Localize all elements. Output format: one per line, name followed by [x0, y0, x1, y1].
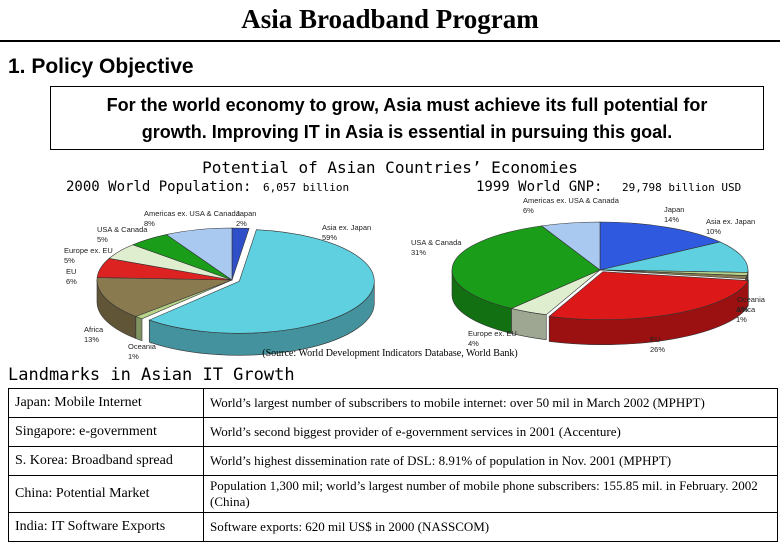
- slice-pct-usa-canada: 5%: [97, 235, 108, 244]
- slice-label-americas-ex-usa-canada: Americas ex. USA & Canada: [523, 196, 620, 205]
- slice-label-oceania: Oceania: [128, 342, 157, 351]
- table-cell-fact: World’s highest dissemination rate of DS…: [204, 447, 778, 476]
- landmarks-title: Landmarks in Asian IT Growth: [8, 365, 295, 385]
- charts-heading: Potential of Asian Countries’ Economies: [202, 158, 578, 177]
- slice-pct-europe-ex-eu: 4%: [468, 339, 479, 348]
- title-divider: [0, 40, 780, 42]
- table-cell-country: S. Korea: Broadband spread: [9, 447, 204, 476]
- slice-pct-japan: 2%: [236, 219, 247, 228]
- slice-pct-japan: 14%: [664, 215, 679, 224]
- table-row: Japan: Mobile Internet World’s largest n…: [9, 389, 778, 418]
- table-row: China: Potential Market Population 1,300…: [9, 476, 778, 513]
- slice-pct-africa: 13%: [84, 335, 99, 344]
- page-title: Asia Broadband Program: [0, 4, 780, 35]
- table-cell-fact: World’s second biggest provider of e-gov…: [204, 418, 778, 447]
- slice-pct-oceania: 1%: [128, 352, 139, 361]
- table-cell-fact: World’s largest number of subscribers to…: [204, 389, 778, 418]
- slice-pct-eu: 6%: [66, 277, 77, 286]
- slice-label-europe-ex-eu: Europe ex. EU: [64, 246, 113, 255]
- slice-label-americas-ex-usa-canada: Americas ex. USA & Canada: [144, 209, 241, 218]
- charts-area: Potential of Asian Countries’ Economies …: [0, 152, 780, 367]
- slice-label-usa-canada: USA & Canada: [97, 225, 148, 234]
- table-cell-country: Japan: Mobile Internet: [9, 389, 204, 418]
- table-cell-country: Singapore: e-government: [9, 418, 204, 447]
- objective-line-2: growth. Improving IT in Asia is essentia…: [59, 119, 755, 146]
- slice-pct-asia-ex-japan: 59%: [322, 233, 337, 242]
- slice-pct-americas-ex-usa-canada: 6%: [523, 206, 534, 215]
- table-cell-country: India: IT Software Exports: [9, 513, 204, 542]
- slice-pct-asia-ex-japan: 10%: [706, 227, 721, 236]
- table-cell-fact: Population 1,300 mil; world’s largest nu…: [204, 476, 778, 513]
- table-cell-country: China: Potential Market: [9, 476, 204, 513]
- table-row: India: IT Software Exports Software expo…: [9, 513, 778, 542]
- table-cell-fact: Software exports: 620 mil US$ in 2000 (N…: [204, 513, 778, 542]
- pie-slice-side-oceania: [136, 316, 142, 340]
- source-note: (Source: World Development Indicators Da…: [262, 348, 517, 359]
- gnp-chart-title: 1999 World GNP:: [476, 179, 602, 195]
- slice-label-eu: EU: [650, 335, 660, 344]
- slice-pct-europe-ex-eu: 5%: [64, 256, 75, 265]
- landmarks-table: Japan: Mobile Internet World’s largest n…: [8, 388, 778, 542]
- policy-objective-box: For the world economy to grow, Asia must…: [50, 86, 764, 150]
- table-row: S. Korea: Broadband spread World’s highe…: [9, 447, 778, 476]
- slice-label-asia-ex-japan: Asia ex. Japan: [706, 217, 755, 226]
- objective-line-1: For the world economy to grow, Asia must…: [59, 92, 755, 119]
- population-chart-title: 2000 World Population:: [66, 179, 251, 195]
- table-row: Singapore: e-government World’s second b…: [9, 418, 778, 447]
- slice-pct-africa: 1%: [736, 315, 747, 324]
- slice-pct-eu: 26%: [650, 345, 665, 354]
- slice-label-oceania: Oceania: [737, 295, 766, 304]
- slice-label-japan: Japan: [664, 205, 684, 214]
- slice-label-eu: EU: [66, 267, 76, 276]
- slice-label-africa: Africa: [736, 305, 756, 314]
- slice-pct-usa-canada: 31%: [411, 248, 426, 257]
- population-chart-subtitle: 6,057 billion: [263, 181, 349, 194]
- slice-label-europe-ex-eu: Europe ex. EU: [468, 329, 517, 338]
- section-heading: 1. Policy Objective: [8, 55, 194, 79]
- gnp-chart-subtitle: 29,798 billion USD: [622, 181, 741, 194]
- slice-pct-americas-ex-usa-canada: 8%: [144, 219, 155, 228]
- slice-label-asia-ex-japan: Asia ex. Japan: [322, 223, 371, 232]
- slice-label-africa: Africa: [84, 325, 104, 334]
- slice-label-usa-canada: USA & Canada: [411, 238, 462, 247]
